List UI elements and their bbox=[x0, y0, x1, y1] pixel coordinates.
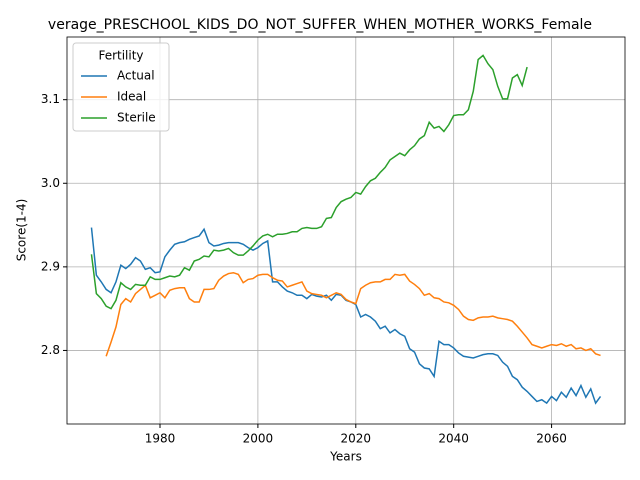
y-tick-label: 2.9 bbox=[41, 259, 60, 273]
x-tick-label: 2060 bbox=[536, 432, 567, 446]
chart-title: verage_PRESCHOOL_KIDS_DO_NOT_SUFFER_WHEN… bbox=[48, 17, 592, 33]
line bbox=[90, 227, 602, 405]
x-tick-label: 1980 bbox=[145, 432, 176, 446]
y-tick-label: 2.8 bbox=[41, 343, 60, 357]
legend-label: Ideal bbox=[117, 90, 146, 104]
x-tick-label: 2000 bbox=[243, 432, 274, 446]
y-tick-label: 3.0 bbox=[41, 176, 60, 190]
y-axis-label: Score(1-4) bbox=[15, 199, 29, 262]
legend-box bbox=[72, 42, 170, 132]
legend-label: Actual bbox=[117, 69, 155, 83]
line bbox=[105, 271, 601, 357]
plot-frame bbox=[66, 36, 626, 425]
legend-title: Fertility bbox=[98, 49, 143, 63]
y-tick-label: 3.1 bbox=[41, 92, 60, 106]
legend-label: Sterile bbox=[117, 111, 156, 125]
x-tick-label: 2020 bbox=[341, 432, 372, 446]
x-tick-label: 2040 bbox=[438, 432, 469, 446]
x-axis-label: Years bbox=[329, 450, 362, 464]
line bbox=[90, 54, 528, 310]
